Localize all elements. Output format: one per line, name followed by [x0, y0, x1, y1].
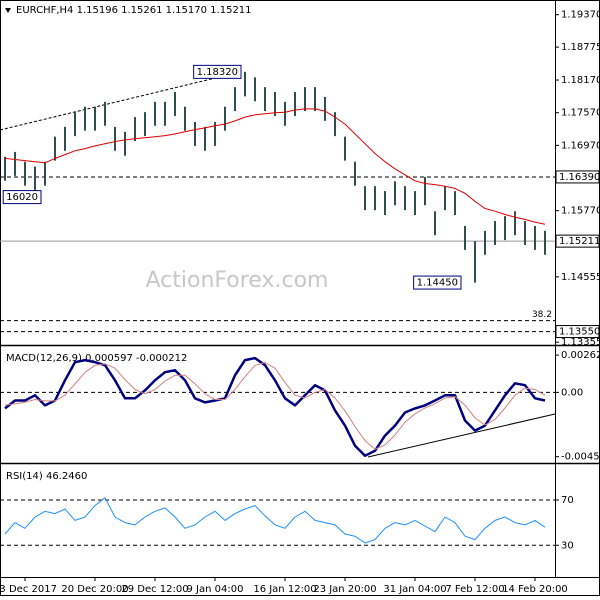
- level-label: 1.13550: [559, 327, 600, 338]
- y-tick-label: 1.18170: [561, 75, 600, 86]
- menu-triangle: [5, 8, 11, 13]
- y-tick-label: 1.13355: [561, 337, 600, 348]
- y-tick-label: 1.16970: [561, 140, 600, 151]
- level-label: 1.15211: [559, 236, 600, 247]
- x-tick-label: 14 Feb 20:00: [502, 584, 568, 595]
- series-line: [4, 108, 546, 225]
- y-tick-label: 1.15770: [561, 206, 600, 217]
- y-tick-label: -0.004526: [561, 452, 600, 463]
- x-tick-label: 16 Jan 12:00: [253, 584, 316, 595]
- x-tick-label: 31 Jan 04:00: [383, 584, 446, 595]
- series-line: [4, 356, 546, 457]
- level-box: [555, 170, 600, 184]
- panel-title: MACD(12,26,9) 0.000597 -0.000212: [6, 353, 187, 364]
- panel-title: EURCHF,H4 1.15196 1.15261 1.15170 1.1521…: [16, 5, 252, 16]
- y-tick-label: 30: [561, 540, 574, 551]
- x-tick-label: 13 Dec 2017: [0, 584, 57, 595]
- x-tick-label: 9 Jan 04:00: [187, 584, 244, 595]
- level-box: [555, 325, 600, 339]
- x-tick-label: 7 Feb 12:00: [445, 584, 504, 595]
- level-label: 1.16390: [559, 172, 600, 183]
- x-tick-label: 20 Dec 20:00: [61, 584, 128, 595]
- x-tick-label: 23 Jan 20:00: [313, 584, 376, 595]
- annotation-label: 1.18320: [197, 67, 238, 78]
- y-tick-label: 1.14555: [561, 272, 600, 283]
- annotation-label: 16020: [6, 192, 38, 203]
- y-tick-label: 1.17570: [561, 108, 600, 119]
- series-line: [4, 497, 546, 544]
- y-tick-label: 1.18775: [561, 42, 600, 53]
- y-tick-label: 70: [561, 495, 574, 506]
- y-tick-label: 0.00262: [561, 350, 600, 361]
- y-tick-label: 0.00: [561, 387, 583, 398]
- annotation-box: [2, 190, 42, 205]
- series-line: [4, 362, 546, 450]
- y-tick-label: 1.19370: [561, 10, 600, 21]
- x-tick-label: 29 Dec 12:00: [121, 584, 188, 595]
- panel-title: RSI(14) 46.2460: [6, 471, 87, 482]
- macd-trend-line: [367, 413, 556, 458]
- level-label: 38.2: [532, 310, 552, 320]
- level-box: [555, 234, 600, 248]
- annotation-box: [413, 275, 462, 290]
- annotation-label: 1.14450: [417, 278, 458, 289]
- watermark: ActionForex.com: [146, 268, 329, 293]
- annotation-box: [193, 64, 242, 79]
